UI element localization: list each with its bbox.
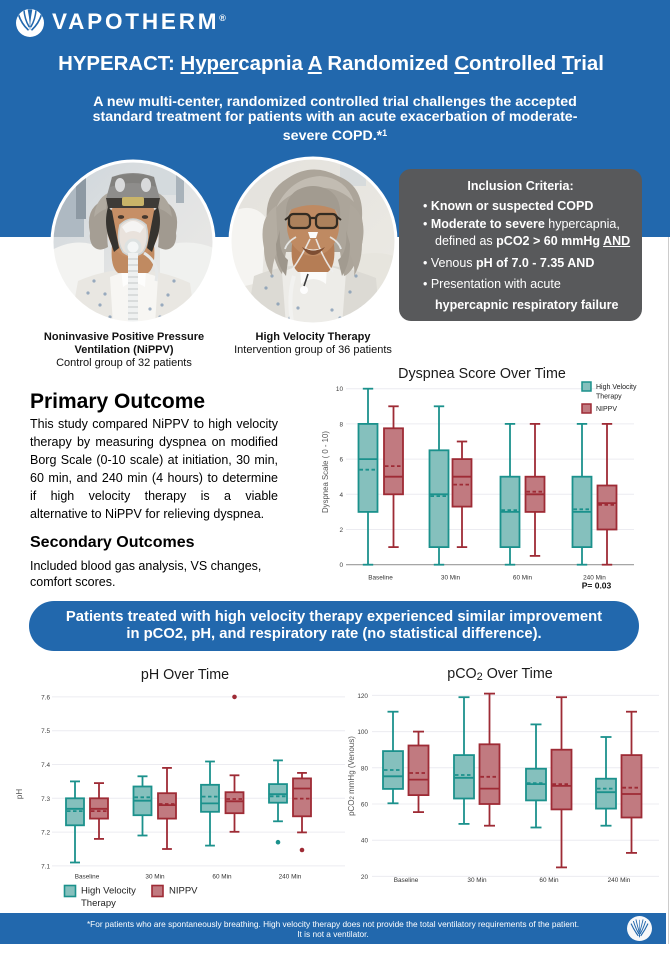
svg-text:80: 80 <box>361 765 369 772</box>
svg-text:High Velocity: High Velocity <box>596 384 637 391</box>
svg-text:8: 8 <box>339 421 343 428</box>
svg-text:60 Min: 60 Min <box>539 877 559 884</box>
svg-text:20: 20 <box>361 874 369 881</box>
svg-text:240 Min: 240 Min <box>583 575 606 582</box>
svg-text:Therapy: Therapy <box>596 394 622 401</box>
svg-text:2: 2 <box>339 527 343 534</box>
svg-text:120: 120 <box>357 693 368 700</box>
svg-text:40: 40 <box>361 838 369 845</box>
svg-text:Baseline: Baseline <box>75 874 100 881</box>
svg-text:240 Min: 240 Min <box>279 874 302 881</box>
svg-text:High Velocity: High Velocity <box>81 886 136 897</box>
svg-text:240 Min: 240 Min <box>608 877 631 884</box>
svg-text:60 Min: 60 Min <box>513 575 533 582</box>
svg-text:30 Min: 30 Min <box>467 877 487 884</box>
svg-text:7.1: 7.1 <box>41 863 50 870</box>
svg-text:30 Min: 30 Min <box>145 874 165 881</box>
svg-text:Baseline: Baseline <box>394 877 419 884</box>
svg-text:60 Min: 60 Min <box>212 874 232 881</box>
svg-text:60: 60 <box>361 802 369 809</box>
svg-text:30 Min: 30 Min <box>441 575 461 582</box>
svg-text:7.2: 7.2 <box>41 830 50 837</box>
svg-text:NIPPV: NIPPV <box>596 406 617 413</box>
svg-text:7.4: 7.4 <box>41 762 50 769</box>
svg-text:6: 6 <box>339 457 343 464</box>
svg-text:100: 100 <box>357 729 368 736</box>
svg-text:NIPPV: NIPPV <box>169 886 198 897</box>
svg-text:7.6: 7.6 <box>41 694 50 701</box>
svg-text:7.5: 7.5 <box>41 728 50 735</box>
svg-text:4: 4 <box>339 492 343 499</box>
svg-text:Therapy: Therapy <box>81 898 116 909</box>
svg-text:Baseline: Baseline <box>368 575 393 582</box>
svg-text:7.3: 7.3 <box>41 796 50 803</box>
svg-text:P= 0.03: P= 0.03 <box>582 581 612 591</box>
svg-text:10: 10 <box>336 386 344 393</box>
svg-text:0: 0 <box>339 562 343 569</box>
